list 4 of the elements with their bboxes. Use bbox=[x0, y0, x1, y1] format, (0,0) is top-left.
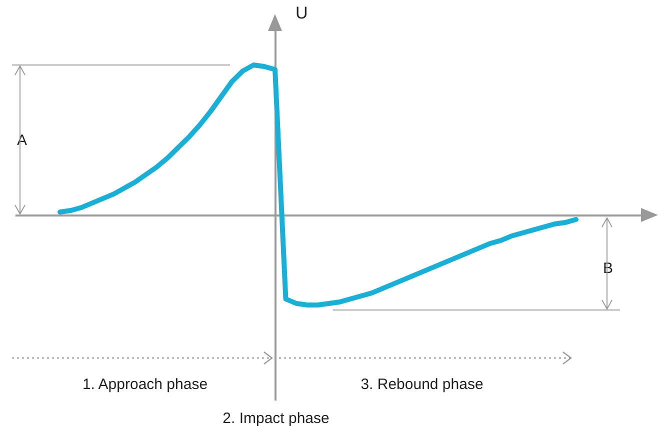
text: 2. Impact phase bbox=[222, 410, 330, 426]
y-axis-title: U bbox=[296, 4, 308, 22]
text: 3. Rebound phase bbox=[360, 376, 484, 393]
text: 1. Approach phase bbox=[82, 376, 208, 393]
